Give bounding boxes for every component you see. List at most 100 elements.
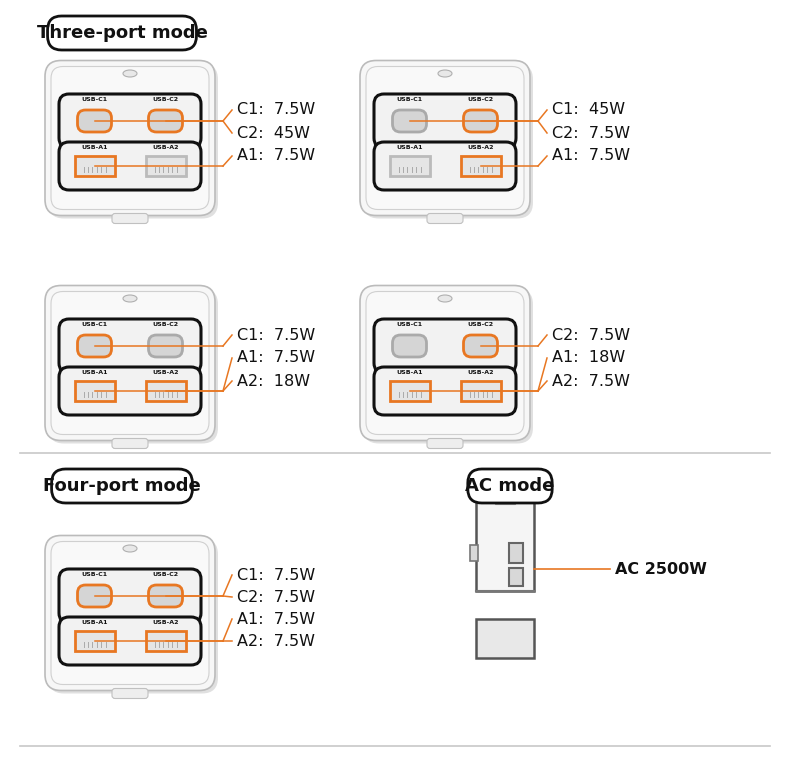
Text: C1:  7.5W: C1: 7.5W — [237, 327, 315, 343]
FancyBboxPatch shape — [393, 110, 427, 132]
Text: USB-A1: USB-A1 — [81, 370, 107, 375]
FancyBboxPatch shape — [461, 381, 501, 401]
Text: A2:  18W: A2: 18W — [237, 374, 310, 389]
Text: AC 2500W: AC 2500W — [615, 562, 707, 577]
Ellipse shape — [438, 70, 452, 77]
FancyBboxPatch shape — [45, 535, 215, 691]
FancyBboxPatch shape — [51, 541, 209, 684]
Text: USB-A2: USB-A2 — [467, 145, 494, 150]
FancyBboxPatch shape — [51, 469, 193, 503]
Text: A2:  7.5W: A2: 7.5W — [552, 374, 630, 389]
Text: USB-C2: USB-C2 — [152, 97, 179, 102]
Text: A1:  7.5W: A1: 7.5W — [552, 149, 630, 164]
Text: USB-C2: USB-C2 — [468, 322, 494, 327]
FancyBboxPatch shape — [112, 214, 148, 224]
FancyBboxPatch shape — [366, 292, 524, 434]
FancyBboxPatch shape — [145, 156, 186, 176]
FancyBboxPatch shape — [374, 94, 516, 148]
FancyBboxPatch shape — [149, 110, 182, 132]
FancyBboxPatch shape — [77, 335, 111, 357]
FancyBboxPatch shape — [427, 214, 463, 224]
Text: C2:  7.5W: C2: 7.5W — [552, 126, 630, 140]
FancyBboxPatch shape — [45, 286, 215, 440]
Text: USB-C1: USB-C1 — [81, 97, 107, 102]
FancyBboxPatch shape — [389, 381, 430, 401]
Text: USB-A2: USB-A2 — [152, 370, 179, 375]
Ellipse shape — [123, 295, 137, 302]
Bar — [476, 619, 534, 657]
Text: USB-A2: USB-A2 — [467, 370, 494, 375]
Bar — [476, 496, 534, 591]
FancyBboxPatch shape — [366, 67, 524, 209]
FancyBboxPatch shape — [427, 438, 463, 449]
FancyBboxPatch shape — [149, 335, 182, 357]
FancyBboxPatch shape — [74, 156, 115, 176]
FancyBboxPatch shape — [48, 64, 218, 218]
Text: A1:  7.5W: A1: 7.5W — [237, 149, 315, 164]
Text: A2:  7.5W: A2: 7.5W — [237, 634, 315, 649]
FancyBboxPatch shape — [393, 335, 427, 357]
Ellipse shape — [438, 295, 452, 302]
FancyBboxPatch shape — [374, 319, 516, 373]
Text: C2:  7.5W: C2: 7.5W — [237, 590, 315, 604]
FancyBboxPatch shape — [59, 367, 201, 415]
Ellipse shape — [123, 545, 137, 552]
FancyBboxPatch shape — [74, 631, 115, 651]
Text: Four-port mode: Four-port mode — [43, 477, 201, 495]
Bar — [470, 545, 478, 561]
FancyBboxPatch shape — [374, 367, 516, 415]
Text: USB-C2: USB-C2 — [468, 97, 494, 102]
Text: USB-C1: USB-C1 — [81, 572, 107, 577]
Text: USB-C2: USB-C2 — [152, 322, 179, 327]
FancyBboxPatch shape — [74, 381, 115, 401]
FancyBboxPatch shape — [145, 631, 186, 651]
Text: A1:  18W: A1: 18W — [552, 350, 625, 365]
Text: Three-port mode: Three-port mode — [36, 24, 208, 42]
Text: USB-A2: USB-A2 — [152, 620, 179, 625]
FancyBboxPatch shape — [48, 289, 218, 443]
Text: C2:  45W: C2: 45W — [237, 126, 310, 140]
FancyBboxPatch shape — [468, 469, 552, 503]
Text: USB-C1: USB-C1 — [81, 322, 107, 327]
FancyBboxPatch shape — [112, 438, 148, 449]
FancyBboxPatch shape — [360, 286, 530, 440]
Text: C1:  7.5W: C1: 7.5W — [237, 568, 315, 582]
FancyBboxPatch shape — [461, 156, 501, 176]
Text: USB-A1: USB-A1 — [81, 145, 107, 150]
Text: USB-A1: USB-A1 — [81, 620, 107, 625]
FancyBboxPatch shape — [51, 67, 209, 209]
Text: C1:  45W: C1: 45W — [552, 102, 625, 117]
Text: USB-C2: USB-C2 — [152, 572, 179, 577]
Text: C1:  7.5W: C1: 7.5W — [237, 102, 315, 117]
FancyBboxPatch shape — [59, 319, 201, 373]
FancyBboxPatch shape — [59, 617, 201, 665]
FancyBboxPatch shape — [464, 335, 498, 357]
Text: USB-A1: USB-A1 — [397, 370, 423, 375]
FancyBboxPatch shape — [59, 569, 201, 623]
FancyBboxPatch shape — [59, 94, 201, 148]
Text: A1:  7.5W: A1: 7.5W — [237, 350, 315, 365]
FancyBboxPatch shape — [51, 292, 209, 434]
Bar — [509, 568, 523, 586]
FancyBboxPatch shape — [48, 538, 218, 694]
FancyBboxPatch shape — [374, 142, 516, 190]
FancyBboxPatch shape — [77, 585, 111, 607]
FancyBboxPatch shape — [360, 61, 530, 215]
FancyBboxPatch shape — [112, 688, 148, 699]
FancyBboxPatch shape — [149, 585, 182, 607]
FancyBboxPatch shape — [45, 61, 215, 215]
Text: C2:  7.5W: C2: 7.5W — [552, 327, 630, 343]
FancyBboxPatch shape — [389, 156, 430, 176]
FancyBboxPatch shape — [464, 110, 498, 132]
Text: A1:  7.5W: A1: 7.5W — [237, 612, 315, 627]
Ellipse shape — [123, 70, 137, 77]
FancyBboxPatch shape — [77, 110, 111, 132]
FancyBboxPatch shape — [59, 142, 201, 190]
FancyBboxPatch shape — [363, 64, 533, 218]
FancyBboxPatch shape — [145, 381, 186, 401]
Text: AC mode: AC mode — [465, 477, 555, 495]
Bar — [509, 543, 523, 563]
FancyBboxPatch shape — [47, 16, 197, 50]
Bar — [495, 500, 515, 504]
Text: USB-C1: USB-C1 — [397, 322, 423, 327]
